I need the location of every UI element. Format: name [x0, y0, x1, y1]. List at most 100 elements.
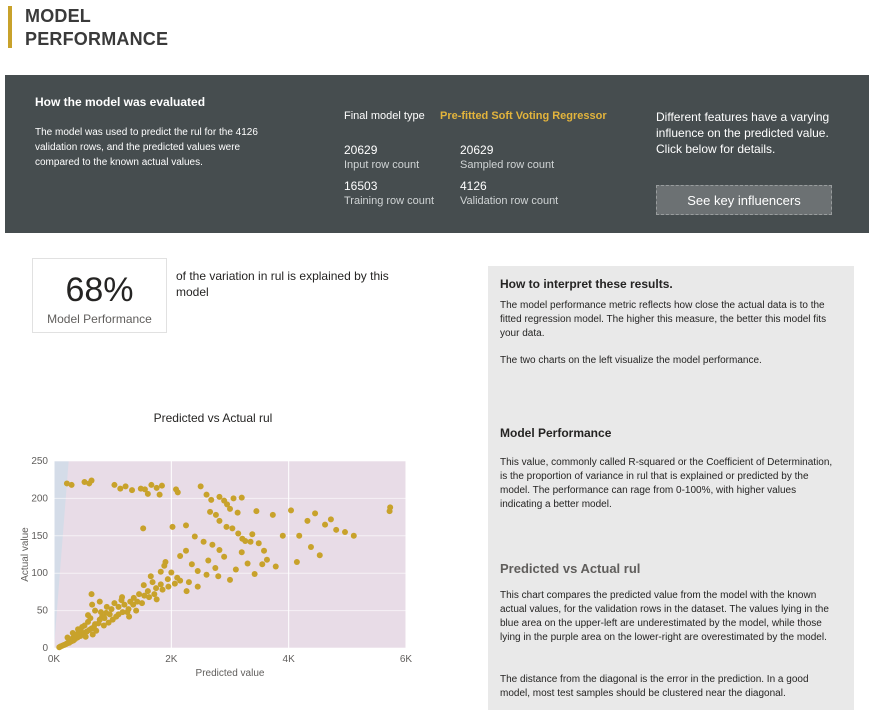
data-point [255, 540, 262, 547]
data-point [234, 509, 241, 516]
data-point [212, 511, 219, 518]
data-point [97, 609, 104, 616]
interpret-intro: The model performance metric reflects ho… [500, 300, 827, 339]
data-point [242, 538, 249, 545]
model-performance-value: 68% [65, 271, 134, 309]
x-axis-label: Predicted value [196, 668, 265, 679]
y-tick-label: 150 [31, 531, 48, 542]
interpret-heading: How to interpret these results. [500, 277, 673, 291]
data-point [81, 478, 88, 485]
data-point [169, 523, 176, 530]
data-point [133, 607, 140, 614]
data-point [207, 508, 214, 515]
data-point [140, 582, 147, 589]
data-point [216, 517, 223, 524]
data-point [203, 491, 210, 498]
data-point [111, 600, 118, 607]
data-point [269, 511, 276, 518]
data-point [100, 622, 107, 629]
influence-text: Different features have a varying influe… [656, 110, 830, 156]
data-point [63, 480, 70, 487]
data-point [322, 521, 329, 528]
eval-heading: How the model was evaluated [35, 95, 206, 109]
data-point [88, 477, 95, 484]
data-point [232, 566, 239, 573]
data-point [103, 603, 110, 610]
data-point [134, 598, 141, 605]
data-point [235, 530, 242, 537]
data-point [129, 487, 136, 494]
data-point [221, 553, 228, 560]
model-performance-description: of the variation in rul is explained by … [176, 269, 389, 299]
data-point [151, 591, 158, 598]
data-point [68, 481, 75, 488]
sampled-row-stat: 20629 Sampled row count [460, 143, 554, 173]
data-point [197, 483, 204, 490]
data-point [75, 626, 82, 633]
data-point [113, 613, 120, 620]
data-point [386, 508, 393, 515]
data-point [247, 538, 254, 545]
final-model-label: Final model type [344, 110, 425, 122]
underestimate-area [54, 461, 69, 648]
data-point [316, 552, 323, 559]
data-point [108, 606, 115, 613]
data-point [157, 581, 164, 588]
data-point [327, 516, 334, 523]
overestimate-area [54, 461, 406, 648]
data-point [194, 583, 201, 590]
data-point [140, 525, 147, 532]
data-point [85, 618, 92, 625]
see-key-influencers-button[interactable]: See key influencers [656, 185, 832, 215]
data-point [82, 633, 89, 640]
interpretation-panel: How to interpret these results. The mode… [488, 266, 854, 710]
data-point [89, 601, 96, 608]
data-point [141, 486, 148, 493]
data-point [153, 596, 160, 603]
data-point [253, 508, 260, 515]
pva-text: This chart compares the predicted value … [500, 590, 829, 643]
data-point [156, 491, 163, 498]
eval-text: The model was used to predict the rul fo… [35, 127, 258, 168]
y-tick-label: 0 [42, 643, 48, 654]
data-point [312, 510, 319, 517]
y-axis-label: Actual value [20, 527, 31, 582]
data-point [153, 585, 160, 592]
data-point [69, 630, 76, 637]
predicted-vs-actual-chart: 0K 2K 4K 6K 0 50 100 150 200 250 Predicted value Ac… [20, 456, 413, 679]
page-title-line2: PERFORMANCE [25, 29, 169, 49]
data-point [105, 619, 112, 626]
y-tick-label: 100 [31, 568, 48, 579]
data-point [153, 484, 160, 491]
data-point [64, 634, 71, 641]
data-point [93, 627, 100, 634]
data-point [296, 532, 303, 539]
validation-row-label: Validation row count [460, 195, 559, 207]
data-point [162, 558, 169, 565]
data-point [117, 485, 124, 492]
data-point [238, 549, 245, 556]
data-point [125, 606, 132, 613]
data-point [126, 613, 133, 620]
data-point [227, 505, 233, 512]
data-point [89, 631, 96, 638]
data-point [149, 579, 156, 586]
data-point [183, 522, 189, 529]
x-tick-label: 0K [48, 654, 61, 665]
model-performance-card: 68% Model Performance [32, 258, 167, 333]
data-point [171, 580, 178, 587]
data-point [121, 601, 128, 608]
data-point [259, 561, 266, 568]
interpret-intro2: The two charts on the left visualize the… [500, 355, 762, 366]
data-point [194, 567, 201, 574]
data-point [223, 523, 230, 530]
data-point [183, 547, 189, 554]
data-point [200, 538, 207, 545]
data-point [333, 526, 340, 533]
data-point [341, 529, 348, 536]
title-accent-bar [8, 6, 12, 48]
x-tick-label: 6K [400, 654, 413, 665]
data-point [111, 481, 118, 488]
data-point [249, 531, 256, 538]
chart-title: Predicted vs Actual rul [153, 411, 273, 425]
